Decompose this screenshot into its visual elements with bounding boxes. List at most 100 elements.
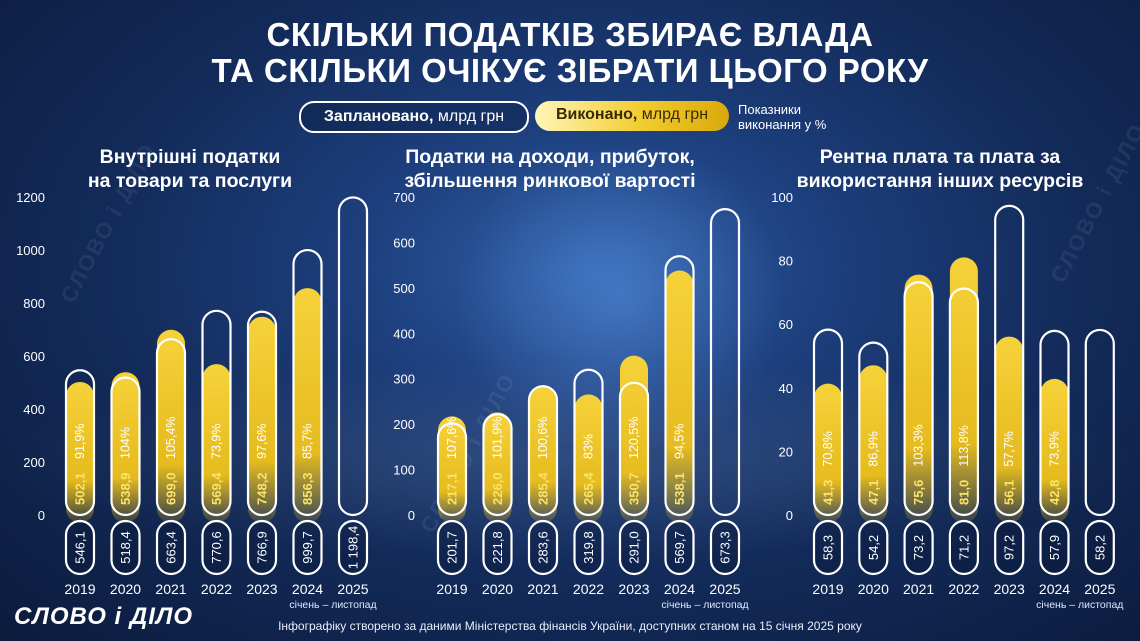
chart2-ytick-label: 0 — [408, 508, 415, 523]
chart3-percent-label: 70,8% — [821, 431, 835, 466]
chart2-actual-bar — [438, 416, 466, 523]
chart2-ytick-label: 400 — [393, 326, 415, 341]
chart3-planned-label: 58,3 — [821, 535, 836, 560]
chart2-percent-label: 120,5% — [627, 417, 641, 459]
chart1-actual-label: 538,9 — [118, 472, 133, 505]
chart3-actual-bar — [859, 365, 888, 523]
chart2-percent-label: 94,5% — [673, 424, 687, 459]
chart1-percent-label: 85,7% — [301, 424, 315, 459]
chart1-year-label: 2019 — [64, 581, 95, 597]
chart2-planned-capsule — [709, 519, 741, 576]
chart1-planned-label: 770,6 — [209, 531, 224, 564]
chart2-ytick-label: 300 — [393, 372, 415, 387]
chart3-year-label: 2022 — [948, 581, 979, 597]
chart2-planned-outline — [709, 208, 741, 517]
chart3-year-label: 2023 — [994, 581, 1025, 597]
chart1-planned-capsule — [292, 519, 323, 576]
chart3-ytick-label: 40 — [779, 381, 793, 396]
chart1-planned-capsule — [337, 519, 369, 576]
chart3-actual-bar — [1040, 378, 1069, 523]
chart3-year-label: 2020 — [858, 581, 889, 597]
chart3-planned-label: 58,2 — [1092, 535, 1107, 560]
chart2-actual-label: 538,1 — [672, 472, 687, 505]
chart2-planned-outline — [527, 385, 559, 517]
chart2-actual-label: 285,4 — [536, 472, 551, 505]
chart2-actual-bar — [483, 412, 512, 523]
chart3-actual-bar — [904, 274, 933, 523]
legend-note-line1: Показники — [738, 102, 801, 117]
chart1-percent-label: 73,9% — [210, 424, 224, 459]
chart2-planned-capsule — [436, 519, 468, 576]
chart2-actual-label: 265,4 — [581, 472, 596, 505]
chart1-percent-label: 97,6% — [255, 424, 269, 459]
chart1-planned-capsule — [246, 519, 278, 576]
chart1-planned-capsule — [201, 519, 232, 576]
chart2-planned-label: 569,7 — [672, 531, 687, 564]
chart1-planned-outline — [246, 310, 278, 517]
chart1-planned-label: 546,1 — [73, 531, 88, 564]
chart1-ytick-label: 400 — [23, 402, 45, 417]
chart2-planned-capsule — [664, 519, 695, 576]
chart2-planned-label: 221,8 — [490, 531, 505, 564]
chart1-percent-label: 91,9% — [73, 424, 87, 459]
chart1-planned-outline — [292, 248, 323, 517]
chart2-actual-bar — [529, 385, 557, 523]
chart2-planned-capsule — [618, 519, 650, 576]
chart1-year-label: 2023 — [246, 581, 277, 597]
chart1-actual-bar — [248, 316, 276, 523]
chart2-year-label: 2021 — [527, 581, 558, 597]
chart3-actual-label: 56,1 — [1002, 480, 1017, 505]
chart2-planned-outline — [436, 422, 468, 517]
chart1-actual-label: 699,0 — [164, 472, 179, 505]
chart1-planned-label: 999,7 — [300, 531, 315, 564]
chart1-ytick-label: 1200 — [16, 190, 45, 205]
chart2-ytick-label: 600 — [393, 235, 415, 250]
legend-planned-label: Заплановано, — [323, 108, 434, 125]
chart1-title: Внутрішні податки на товари та послуги — [50, 145, 330, 193]
chart2-planned-label: 319,8 — [581, 531, 596, 564]
chart1-actual-bar — [202, 364, 231, 523]
chart2-actual-label: 350,7 — [627, 472, 642, 505]
chart2-planned-capsule — [573, 519, 604, 576]
chart2-percent-label: 107,6% — [445, 417, 459, 459]
chart3-planned-outline — [903, 281, 934, 517]
chart1-planned-label: 663,4 — [164, 531, 179, 564]
legend-planned-unit: млрд грн — [433, 108, 505, 125]
chart2-title-line2: збільшення ринкової вартості — [404, 170, 696, 192]
logo: СЛОВО і ДІЛО — [14, 603, 194, 630]
chart2-year-label: 2020 — [482, 581, 513, 597]
chart3-percent-label: 86,9% — [866, 431, 880, 466]
chart1-planned-capsule — [110, 519, 141, 576]
chart3-year-label: 2021 — [903, 581, 934, 597]
chart2-percent-label: 100,6% — [536, 417, 550, 459]
chart1-percent-label: 104% — [119, 427, 133, 459]
chart2-actual-bar — [574, 394, 603, 523]
chart1-planned-outline — [337, 196, 369, 517]
legend-actual: Виконано, млрд грн — [535, 101, 729, 131]
chart1-planned-outline — [64, 369, 96, 517]
chart3-planned-outline — [858, 341, 889, 517]
chart1-actual-bar — [111, 372, 140, 523]
chart3-planned-capsule — [1039, 519, 1070, 576]
chart1-planned-outline — [110, 376, 141, 517]
chart2-title-line1: Податки на доходи, прибуток, — [405, 146, 695, 168]
chart3-planned-capsule — [994, 519, 1025, 576]
chart3-title: Рентна плата та плата за використання ін… — [775, 145, 1105, 193]
chart3-planned-outline — [1084, 328, 1115, 517]
chart3-actual-label: 47,1 — [866, 480, 881, 505]
chart1-actual-label: 856,3 — [300, 472, 315, 505]
chart3-planned-outline — [1039, 329, 1070, 517]
chart1-planned-label: 766,9 — [255, 531, 270, 564]
legend-note-line2: виконання у % — [738, 117, 827, 132]
chart2-planned-label: 291,0 — [627, 531, 642, 564]
chart3-percent-label: 103,3% — [912, 424, 926, 466]
chart2-year-label: 2023 — [618, 581, 649, 597]
chart3-planned-label: 57,9 — [1047, 535, 1062, 560]
chart1-planned-outline — [201, 309, 232, 517]
chart2-planned-capsule — [527, 519, 559, 576]
chart1-title-line2: на товари та послуги — [87, 170, 293, 192]
chart2-period-note: січень – листопад — [661, 599, 748, 611]
chart3-actual-label: 75,6 — [911, 480, 926, 505]
chart1-planned-label: 1 198,4 — [346, 526, 361, 569]
chart2-planned-outline — [664, 255, 695, 517]
